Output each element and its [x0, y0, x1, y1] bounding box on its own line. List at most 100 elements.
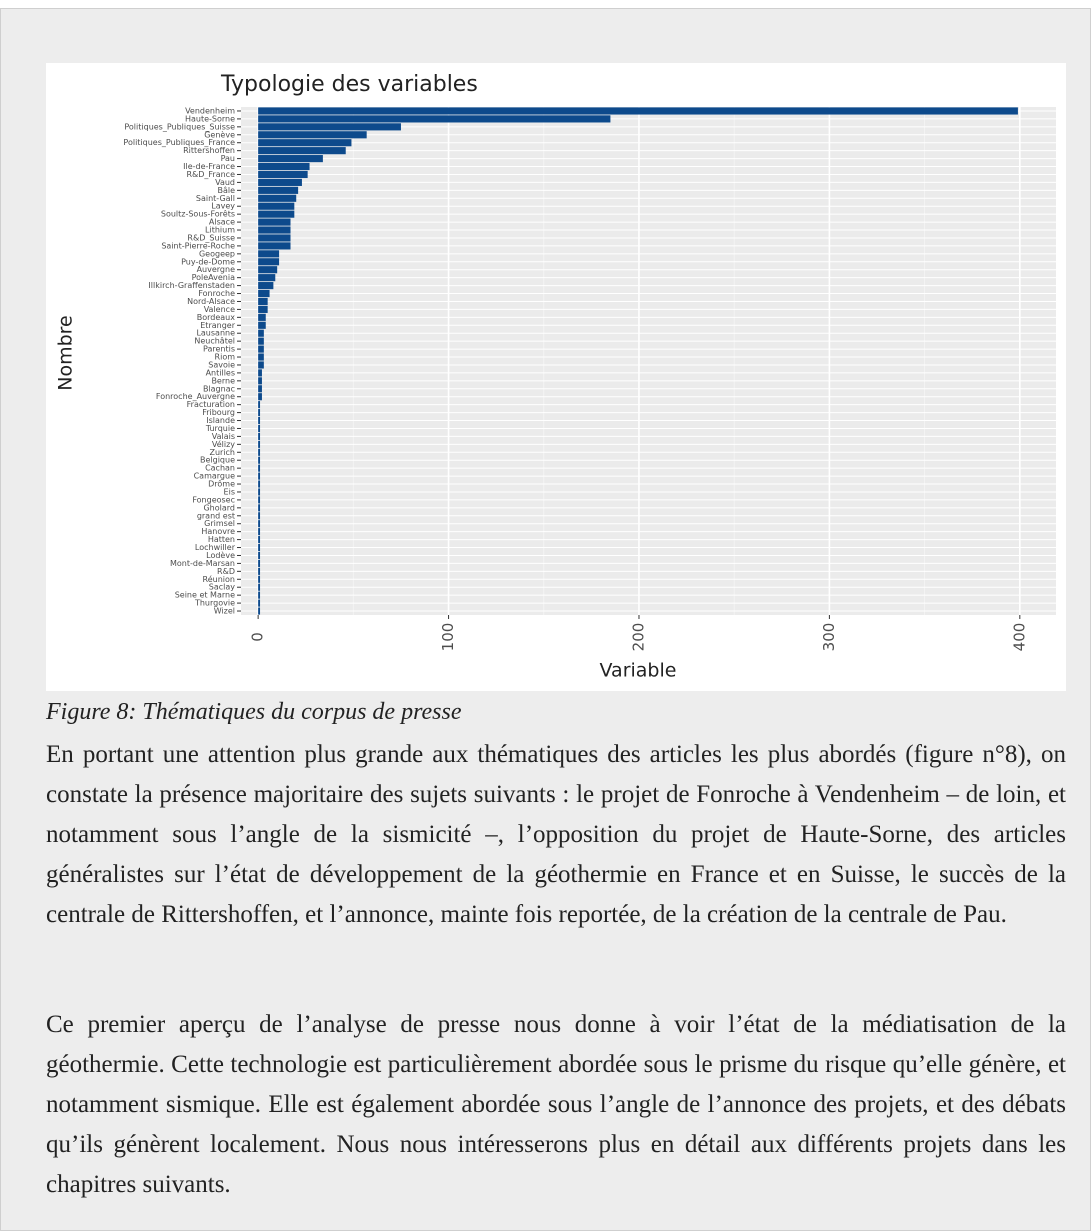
y-tick-label: PoleAvenia — [192, 273, 236, 282]
y-tick-label: Vendenheim — [185, 106, 235, 115]
document: Typologie des variables Nombre Variable … — [0, 8, 1091, 1231]
bar — [258, 274, 276, 282]
bar — [258, 464, 261, 472]
bar — [258, 329, 264, 337]
y-tick-label: Neuchâtel — [194, 337, 235, 346]
y-tick-label: Seine et Marne — [175, 591, 235, 600]
bar — [258, 297, 268, 306]
bar — [258, 432, 261, 440]
y-tick-label: Mont-de-Marsan — [170, 559, 235, 568]
y-tick-label: Lodève — [206, 550, 235, 560]
y-tick-label: Gholard — [203, 503, 235, 512]
y-tick-label: Politiques_Publiques_Suisse — [124, 122, 235, 131]
y-tick-label: Hanovre — [201, 527, 235, 536]
x-axis-label: Variable — [600, 660, 677, 682]
y-tick-label: Lausanne — [196, 329, 235, 338]
bar — [258, 115, 611, 123]
y-tick-label: Fracturation — [187, 400, 235, 409]
y-tick-label: Pau — [221, 154, 235, 163]
bar — [258, 107, 1018, 115]
bar — [258, 147, 346, 155]
plot-panel — [241, 107, 1056, 615]
y-tick-label: Bordeaux — [197, 313, 236, 322]
bar — [258, 250, 280, 258]
y-tick-label: Fongeosec — [192, 495, 235, 504]
y-tick-label: R&D — [217, 567, 235, 576]
x-tick-label: 0 — [249, 632, 267, 642]
bar — [258, 289, 270, 298]
chart-title: Typologie des variables — [220, 72, 478, 97]
x-tick-label: 400 — [1010, 623, 1028, 652]
bar — [258, 385, 262, 393]
bar — [258, 162, 310, 171]
bar — [258, 337, 264, 345]
y-tick-label: Genève — [204, 129, 235, 139]
y-tick-label: Haute-Sorne — [185, 114, 235, 123]
bar — [258, 528, 261, 536]
y-tick-label: Savoie — [208, 360, 235, 369]
bar — [258, 242, 291, 250]
y-tick-label: Islande — [206, 416, 235, 425]
y-tick-label: Camargue — [194, 472, 235, 481]
bar — [258, 313, 266, 321]
bar — [258, 361, 264, 369]
y-tick-label: Saint-Pierre-Roche — [161, 241, 235, 250]
bar — [258, 170, 308, 179]
bar — [258, 266, 278, 274]
bar — [258, 480, 261, 488]
y-tick-label: Fonroche — [198, 289, 235, 298]
y-tick-label: Geogeep — [199, 249, 235, 258]
bar — [258, 218, 291, 226]
bar — [258, 488, 261, 496]
y-tick-label: Cachan — [205, 464, 235, 473]
y-tick-label: Lavey — [211, 202, 235, 211]
bar — [258, 131, 367, 139]
y-tick-label: Hatten — [208, 535, 235, 544]
figure-caption: Figure 8: Thématiques du corpus de press… — [46, 699, 462, 725]
bar — [258, 591, 261, 599]
y-tick-label: Rittershoffen — [183, 146, 235, 155]
bar — [258, 504, 261, 512]
bar — [258, 393, 262, 401]
y-tick-label: Eis — [224, 487, 235, 496]
bar — [258, 448, 261, 456]
x-tick-label: 200 — [629, 623, 647, 652]
y-tick-label: R&D_France — [186, 170, 235, 179]
y-tick-label: Antilles — [206, 368, 235, 377]
y-tick-label: Saclay — [209, 583, 236, 592]
bar — [258, 583, 261, 591]
paragraph: En portant une attention plus grande aux… — [46, 741, 1066, 928]
bar — [258, 512, 261, 520]
bar — [258, 409, 261, 417]
bar — [258, 401, 261, 409]
bar — [258, 496, 261, 504]
y-tick-label: grand est — [197, 511, 235, 520]
bar — [258, 282, 274, 290]
bar — [258, 155, 323, 163]
y-axis-label: Nombre — [55, 315, 77, 391]
y-tick-label: Alsace — [209, 218, 235, 227]
y-tick-label: Valais — [212, 432, 235, 441]
y-tick-label: Fonroche_Auvergne — [156, 392, 235, 401]
x-tick-label: 300 — [820, 623, 838, 652]
y-tick-label: Nord-Alsace — [187, 297, 235, 306]
bar — [258, 551, 261, 560]
y-tick-label: Soultz-Sous-Forêts — [161, 209, 235, 219]
bar — [258, 536, 261, 544]
bar — [258, 202, 295, 210]
y-tick-label: Blagnac — [203, 384, 235, 393]
y-tick-label: Puy-de-Dome — [181, 257, 235, 266]
bar — [258, 353, 264, 361]
bar — [258, 178, 302, 186]
bar — [258, 186, 299, 194]
y-tick-label: Politiques_Publiques_France — [123, 138, 235, 147]
y-tick-label: Bâle — [217, 186, 235, 195]
y-tick-label: Grimsel — [204, 519, 235, 528]
y-tick-label: Auvergne — [197, 265, 235, 274]
y-tick-label: Etranger — [200, 321, 235, 330]
y-tick-label: R&D_Suisse — [187, 233, 235, 242]
paragraph: Ce premier aperçu de l’analyse de presse… — [46, 1011, 1066, 1198]
y-tick-label: Réunion — [203, 574, 235, 584]
bar — [258, 305, 268, 313]
